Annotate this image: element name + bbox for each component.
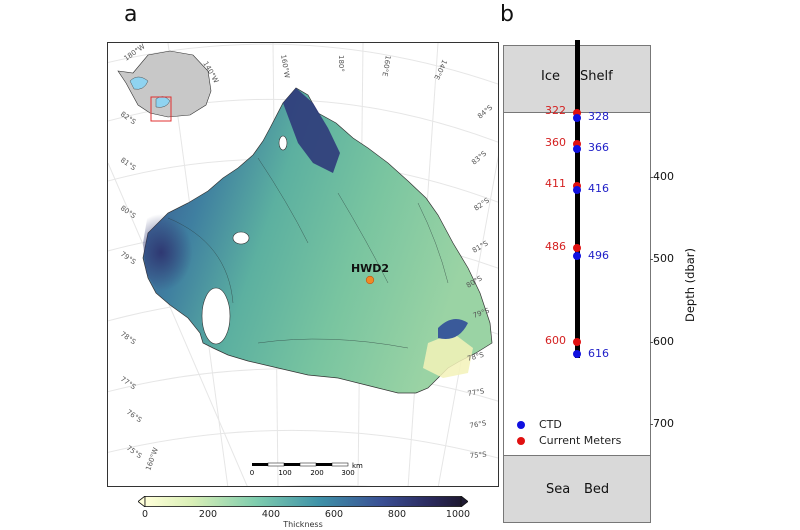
panel-b-letter: b — [500, 2, 514, 27]
colorbar-tick: 200 — [198, 509, 218, 520]
legend-ctd-marker — [517, 421, 525, 429]
meridian-label: 160°E — [380, 55, 392, 77]
meridian-label: 140°E — [432, 58, 448, 81]
depth-axis-label: Depth (dbar) — [683, 247, 697, 323]
current-meter-depth-label: 360 — [545, 136, 566, 149]
colorbar-tick: 400 — [261, 509, 281, 520]
depth-tick: 400 — [650, 170, 674, 183]
parallel-label: 80°S — [119, 204, 138, 221]
parallel-label: 76°S — [469, 419, 488, 430]
ctd-marker — [573, 350, 581, 358]
ctd-marker — [573, 145, 581, 153]
hwd2-station-label: HWD2 — [351, 262, 389, 275]
ice-thickness-map: 180°W 140°W 160°W 180° 160°E 140°E 82°S … — [107, 42, 499, 487]
meridian-label: 160°W — [144, 447, 160, 472]
hwd2-station-marker — [365, 275, 375, 285]
inset-antarctica — [117, 50, 212, 122]
meridian-label: 160°W — [279, 54, 291, 79]
depth-tick: 600 — [650, 335, 674, 348]
current-meter-marker — [573, 109, 581, 117]
depth-tick: 700 — [650, 417, 674, 430]
parallel-label: 77°S — [119, 375, 138, 392]
parallel-label: 78°S — [119, 330, 138, 347]
sea-label: Sea — [546, 482, 571, 497]
ctd-marker — [573, 186, 581, 194]
current-meter-marker — [573, 244, 581, 252]
colorbar-label: Thickness — [283, 520, 323, 529]
thickness-colorbar — [137, 492, 469, 508]
svg-text:200: 200 — [310, 469, 323, 477]
map-canvas: 180°W 140°W 160°W 180° 160°E 140°E 82°S … — [108, 43, 498, 486]
sea-bed-block — [504, 455, 650, 522]
ice-label: Ice — [541, 69, 560, 84]
current-meter-depth-label: 600 — [545, 334, 566, 347]
colorbar-tick: 600 — [324, 509, 344, 520]
ctd-marker — [573, 252, 581, 260]
parallel-label: 79°S — [119, 250, 138, 267]
panel-a-letter: a — [124, 2, 138, 27]
ctd-depth-label: 328 — [588, 110, 609, 123]
ctd-depth-label: 616 — [588, 347, 609, 360]
legend-current-meters: Current Meters — [517, 434, 621, 447]
legend-current-meters-label: Current Meters — [539, 434, 622, 447]
meridian-label: 180°W — [123, 43, 147, 63]
current-meter-depth-label: 322 — [545, 104, 566, 117]
bed-label: Bed — [584, 482, 610, 497]
parallel-label: 77°S — [467, 387, 486, 398]
scale-bar: 0 100 200 300 km — [250, 462, 363, 477]
colorbar-tick: 800 — [387, 509, 407, 520]
parallel-label: 76°S — [125, 408, 144, 425]
legend-ctd-label: CTD — [539, 418, 562, 431]
current-meter-depth-label: 411 — [545, 177, 566, 190]
meridian-label: 180° — [337, 55, 345, 72]
ctd-depth-label: 366 — [588, 141, 609, 154]
ctd-depth-label: 496 — [588, 249, 609, 262]
svg-text:0: 0 — [250, 469, 254, 477]
parallel-label: 75°S — [125, 444, 144, 461]
inset-region-box — [150, 96, 172, 122]
parallel-label: 75°S — [469, 451, 487, 460]
mooring-line — [575, 40, 580, 358]
svg-text:300: 300 — [341, 469, 354, 477]
current-meter-marker — [573, 338, 581, 346]
parallel-label: 81°S — [119, 156, 138, 173]
colorbar-tick: 1000 — [445, 509, 471, 520]
shelf-label: Shelf — [580, 69, 613, 84]
depth-tick: 500 — [650, 252, 674, 265]
parallel-label: 83°S — [470, 149, 488, 166]
ctd-depth-label: 416 — [588, 182, 609, 195]
parallel-label: 84°S — [476, 103, 494, 120]
parallel-label: 82°S — [119, 110, 138, 127]
legend-current-meters-marker — [517, 437, 525, 445]
current-meter-marker — [573, 140, 581, 148]
roosevelt-island — [201, 287, 231, 345]
svg-text:100: 100 — [278, 469, 291, 477]
svg-text:km: km — [352, 462, 363, 470]
current-meter-depth-label: 486 — [545, 240, 566, 253]
colorbar-tick: 0 — [141, 509, 149, 520]
ctd-marker — [573, 114, 581, 122]
legend-ctd: CTD — [517, 418, 562, 431]
